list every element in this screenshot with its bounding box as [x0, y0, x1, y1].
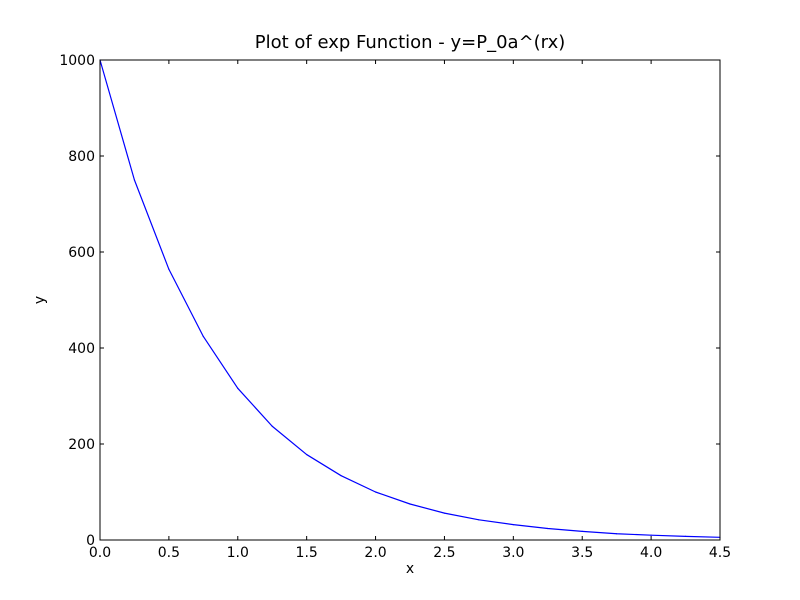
y-tick-label: 200 [68, 437, 95, 453]
y-tick-label: 0 [86, 533, 95, 549]
data-point [684, 535, 687, 538]
x-tick-label: 1.5 [296, 545, 318, 561]
data-point [168, 268, 170, 270]
x-tick-label: 4.0 [640, 545, 662, 561]
x-tick-label: 3.0 [502, 545, 524, 561]
x-tick-label: 2.0 [364, 545, 386, 561]
x-tick-label: 1.0 [227, 545, 249, 561]
data-point [547, 527, 549, 530]
y-tick-label: 600 [68, 245, 95, 261]
x-tick-label: 2.5 [433, 545, 455, 561]
chart-title: Plot of exp Function - y=P_0a^(rx) [255, 32, 566, 53]
y-tick-label: 1000 [59, 53, 95, 69]
data-point [271, 425, 273, 427]
data-point [581, 530, 583, 532]
y-tick-label: 400 [68, 341, 95, 357]
data-point [237, 387, 239, 389]
x-tick-label: 0.5 [158, 545, 180, 561]
data-point [443, 512, 446, 514]
data-point [340, 475, 342, 477]
y-tick-label: 800 [68, 149, 95, 165]
y-axis: 0 200 400 600 800 1000 [59, 53, 720, 549]
data-point [374, 491, 377, 493]
data-point [512, 524, 514, 526]
x-tick-label: 3.5 [571, 545, 593, 561]
x-axis-label: x [406, 561, 414, 577]
axes-frame [99, 59, 721, 541]
y-axis-label: y [32, 296, 48, 304]
x-tick-label: 0.0 [89, 545, 111, 561]
data-point [478, 519, 480, 521]
data-point [133, 179, 136, 181]
x-tick-label: 4.5 [709, 545, 731, 561]
data-point [202, 335, 204, 338]
data-point [409, 503, 411, 505]
data-point [650, 534, 652, 536]
x-axis: 0.0 0.5 1.0 1.5 2.0 2.5 3.0 3.5 4.0 4.5 [89, 60, 731, 561]
data-point [306, 453, 308, 456]
plot-area [99, 59, 721, 538]
data-point [616, 533, 618, 535]
